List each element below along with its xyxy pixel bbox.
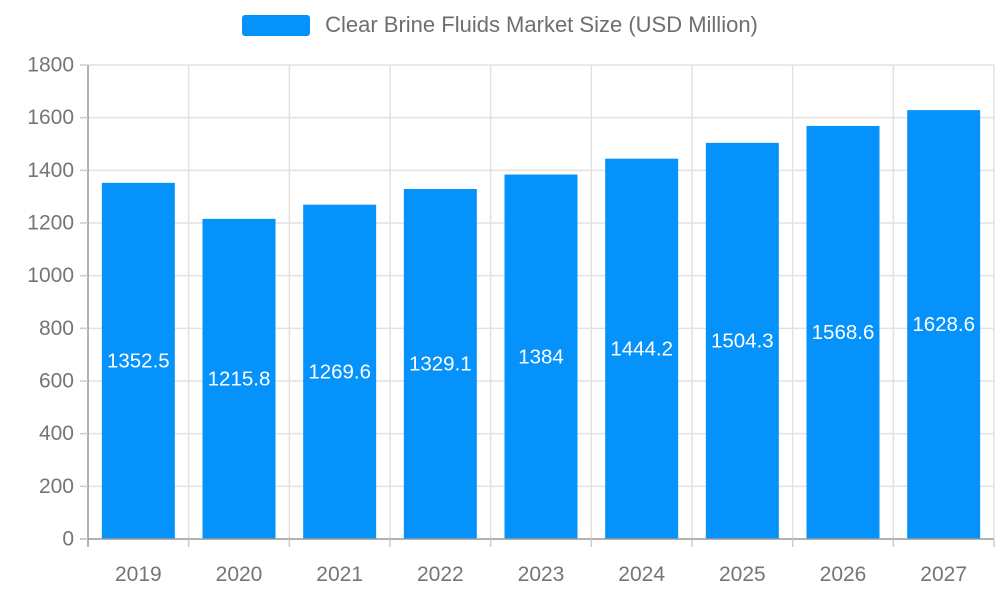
bar-value-label-2022: 1329.1 <box>409 353 472 376</box>
bar-value-label-2021: 1269.6 <box>308 360 371 383</box>
bar-2023[interactable] <box>504 174 578 539</box>
legend[interactable]: Clear Brine Fluids Market Size (USD Mill… <box>0 14 1000 36</box>
legend-swatch <box>242 14 311 36</box>
bar-2020[interactable] <box>202 218 276 539</box>
bar-value-label-2023: 1384 <box>518 345 564 368</box>
y-axis-tick-label: 1600 <box>27 106 74 129</box>
y-axis-tick-label: 1000 <box>27 264 74 287</box>
x-axis-tick-label-2026: 2026 <box>820 563 867 586</box>
y-axis-tick-label: 0 <box>62 528 74 551</box>
x-axis-tick-label-2027: 2027 <box>920 563 967 586</box>
bar-2027[interactable] <box>907 110 981 540</box>
bar-2024[interactable] <box>605 158 679 539</box>
bar-2025[interactable] <box>705 142 779 539</box>
bar-2022[interactable] <box>403 189 477 539</box>
y-axis-tick-label: 1400 <box>27 159 74 182</box>
bar-value-label-2020: 1215.8 <box>208 367 271 390</box>
bar-value-label-2026: 1568.6 <box>812 321 875 344</box>
y-axis-tick-label: 1800 <box>27 54 74 77</box>
y-axis-tick-label: 600 <box>39 370 74 393</box>
x-axis-tick-label-2025: 2025 <box>719 563 766 586</box>
y-axis-tick-label: 1200 <box>27 212 74 235</box>
x-axis-tick-label-2021: 2021 <box>316 563 363 586</box>
legend-label: Clear Brine Fluids Market Size (USD Mill… <box>325 12 758 37</box>
x-axis-tick-label-2019: 2019 <box>115 563 162 586</box>
x-axis-tick-label-2020: 2020 <box>216 563 263 586</box>
x-axis-tick-label-2022: 2022 <box>417 563 464 586</box>
bar-2019[interactable] <box>101 182 175 539</box>
x-axis-tick-label-2024: 2024 <box>618 563 665 586</box>
bar-2021[interactable] <box>303 204 377 539</box>
y-axis-tick-label: 200 <box>39 475 74 498</box>
bar-value-label-2019: 1352.5 <box>107 349 170 372</box>
x-axis-tick-label-2023: 2023 <box>518 563 565 586</box>
bar-value-label-2027: 1628.6 <box>912 313 975 336</box>
bar-value-label-2025: 1504.3 <box>711 329 774 352</box>
bar-value-label-2024: 1444.2 <box>610 337 673 360</box>
y-axis-tick-label: 800 <box>39 317 74 340</box>
bar-2026[interactable] <box>806 125 880 539</box>
y-axis-tick-label: 400 <box>39 422 74 445</box>
